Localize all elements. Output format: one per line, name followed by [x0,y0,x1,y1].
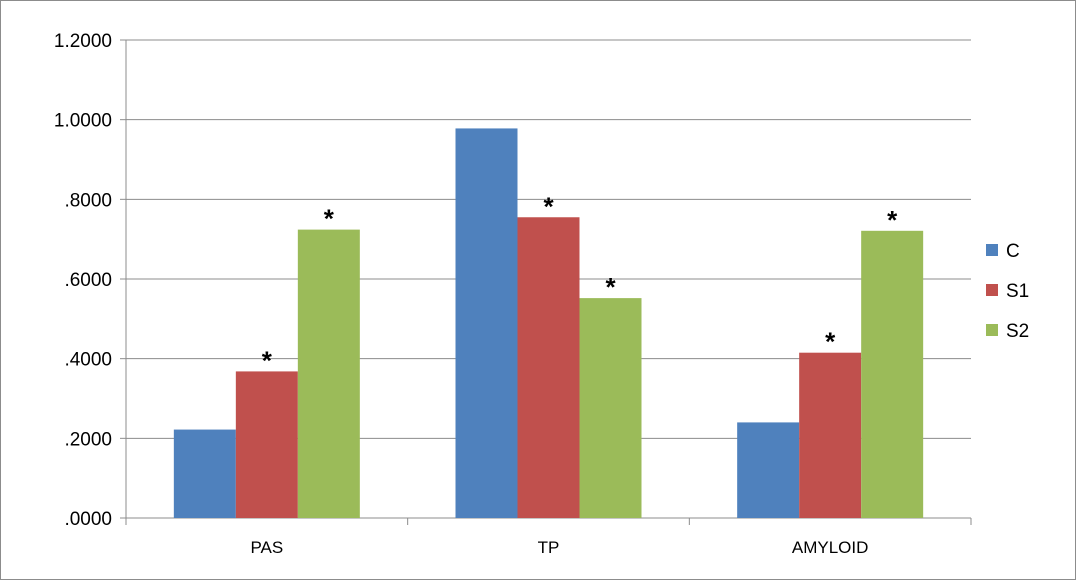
legend-label-s2: S2 [1006,321,1029,342]
legend-swatch-s1 [986,284,998,296]
bar-s1-amyloid [799,352,862,518]
y-tick-label: 1.0000 [54,111,112,132]
bar-s2-amyloid [861,230,924,518]
x-category-label: AMYLOID [792,538,869,557]
bar-s1-pas [235,371,298,518]
bar-c-pas [173,429,236,518]
significance-marker: * [887,205,898,235]
x-category-label: TP [538,538,560,557]
legend-swatch-c [986,244,998,256]
y-tick-label: .8000 [64,190,112,211]
significance-marker: * [324,204,335,234]
bar-s1-tp [517,217,580,518]
significance-marker: * [543,191,554,221]
y-tick-label: .0000 [64,509,112,530]
legend-label-s1: S1 [1006,281,1029,302]
legend-label-c: C [1006,241,1020,262]
significance-marker: * [825,327,836,357]
y-tick-label: .6000 [64,270,112,291]
y-tick-label: 1.2000 [54,31,112,52]
bar-s2-tp [579,298,642,518]
y-tick-label: .4000 [64,350,112,371]
bar-c-amyloid [737,422,800,518]
bar-c-tp [455,128,518,518]
bar-s2-pas [297,229,360,518]
significance-marker: * [605,272,616,302]
y-tick-label: .2000 [64,429,112,450]
legend-swatch-s2 [986,324,998,336]
significance-marker: * [262,345,273,375]
x-category-label: PAS [250,538,283,557]
